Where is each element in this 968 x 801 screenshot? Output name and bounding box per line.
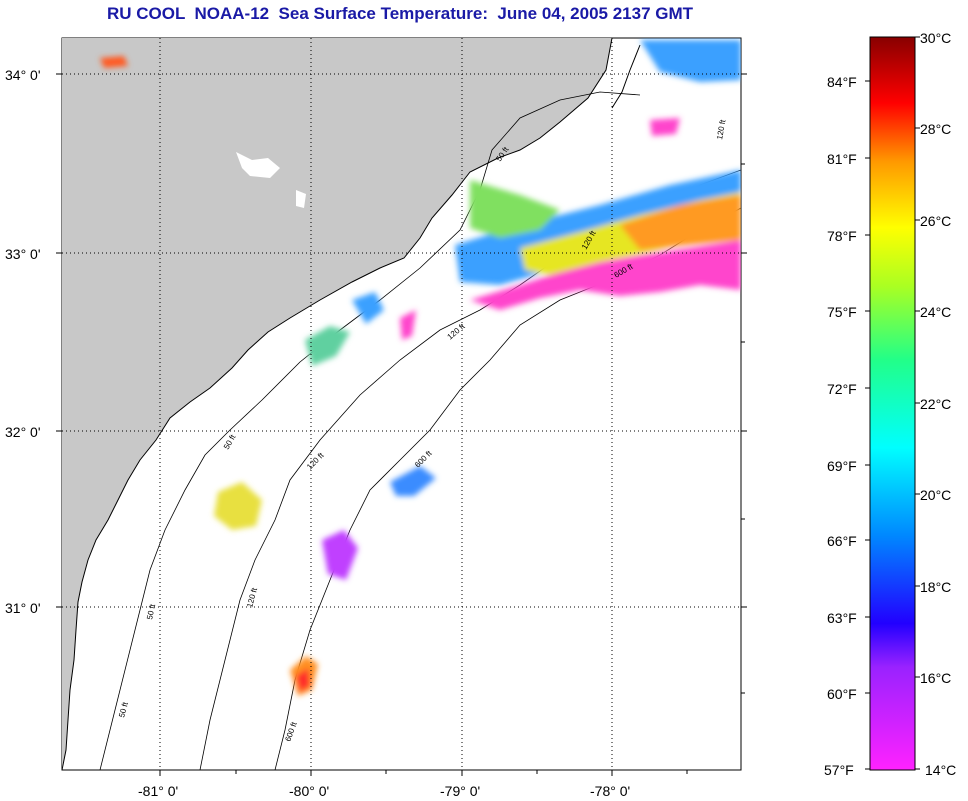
celsius-label: 24°C <box>920 304 951 320</box>
fahrenheit-label: 75°F <box>827 304 857 320</box>
lat-label: 34° 0' <box>5 67 41 83</box>
fahrenheit-label: 72°F <box>827 381 857 397</box>
contour-label: 50 ft <box>145 603 157 621</box>
barrier-island <box>611 44 641 109</box>
lat-label: 33° 0' <box>5 246 41 262</box>
contour-label: 50 ft <box>117 700 130 718</box>
celsius-label: 16°C <box>920 670 951 686</box>
inland-lake <box>296 190 306 208</box>
celsius-label: 22°C <box>920 396 951 412</box>
celsius-label: 28°C <box>920 121 951 137</box>
celsius-label: 30°C <box>920 30 951 46</box>
celsius-label: 14°C <box>925 762 956 778</box>
lon-label: -80° 0' <box>289 783 329 799</box>
fahrenheit-label: 69°F <box>827 458 857 474</box>
fahrenheit-label: 63°F <box>827 610 857 626</box>
map-title: RU COOL NOAA-12 Sea Surface Temperature:… <box>106 4 694 23</box>
celsius-label: 18°C <box>920 579 951 595</box>
inland-lake <box>236 152 280 178</box>
sst-data <box>100 40 741 696</box>
lat-label: 31° 0' <box>5 600 41 616</box>
fahrenheit-label: 66°F <box>827 533 857 549</box>
colorbar <box>869 36 916 771</box>
fahrenheit-label: 78°F <box>827 228 857 244</box>
lon-label: -79° 0' <box>440 783 480 799</box>
fahrenheit-label: 60°F <box>827 686 857 702</box>
colorbar-ticks <box>865 36 920 770</box>
land-mass <box>62 38 612 770</box>
celsius-label: 20°C <box>920 487 951 503</box>
contour-label: 120 ft <box>715 118 727 140</box>
fahrenheit-label: 84°F <box>827 74 857 90</box>
fahrenheit-label: 57°F <box>824 762 854 778</box>
tick-marks <box>56 73 747 776</box>
fahrenheit-label: 81°F <box>827 151 857 167</box>
lon-label: -81° 0' <box>138 783 178 799</box>
celsius-label: 26°C <box>920 213 951 229</box>
lon-label: -78° 0' <box>590 783 630 799</box>
lat-label: 32° 0' <box>5 424 41 440</box>
coastline <box>62 38 613 770</box>
contour-50ft <box>99 91 641 770</box>
